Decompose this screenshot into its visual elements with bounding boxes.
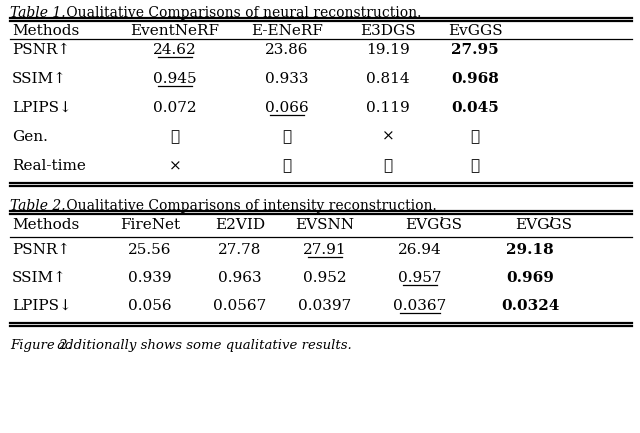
Text: 0.0324: 0.0324 [501, 299, 559, 313]
Text: j: j [549, 214, 553, 227]
Text: Qualitative Comparisons of neural reconstruction.: Qualitative Comparisons of neural recons… [62, 6, 421, 20]
Text: 27.78: 27.78 [218, 243, 262, 257]
Text: Methods: Methods [12, 218, 79, 232]
Text: Qualitative Comparisons of intensity reconstruction.: Qualitative Comparisons of intensity rec… [62, 199, 436, 213]
Text: 0.933: 0.933 [265, 72, 308, 86]
Text: FireNet: FireNet [120, 218, 180, 232]
Text: EvGGS: EvGGS [448, 24, 502, 38]
Text: 0.0567: 0.0567 [213, 299, 267, 313]
Text: ×: × [168, 159, 181, 173]
Text: Methods: Methods [12, 24, 79, 38]
Text: LPIPS↓: LPIPS↓ [12, 101, 72, 115]
Text: 0.119: 0.119 [366, 101, 410, 115]
Text: 27.95: 27.95 [451, 43, 499, 57]
Text: 19.19: 19.19 [366, 43, 410, 57]
Text: 24.62: 24.62 [153, 43, 197, 57]
Text: SSIM↑: SSIM↑ [12, 271, 67, 285]
Text: 0.969: 0.969 [506, 271, 554, 285]
Text: 25.56: 25.56 [128, 243, 172, 257]
Text: Real-time: Real-time [12, 159, 86, 173]
Text: PSNR↑: PSNR↑ [12, 243, 70, 257]
Text: additionally shows some qualitative results.: additionally shows some qualitative resu… [53, 339, 352, 352]
Text: EVGGS: EVGGS [515, 218, 572, 232]
Text: ×: × [381, 130, 394, 144]
Text: Figure 2.: Figure 2. [10, 339, 72, 352]
Text: 0.952: 0.952 [303, 271, 347, 285]
Text: E2VID: E2VID [215, 218, 265, 232]
Text: 0.056: 0.056 [128, 299, 172, 313]
Text: 0.939: 0.939 [128, 271, 172, 285]
Text: 23.86: 23.86 [265, 43, 308, 57]
Text: 0.072: 0.072 [153, 101, 197, 115]
Text: EVSNN: EVSNN [296, 218, 355, 232]
Text: PSNR↑: PSNR↑ [12, 43, 70, 57]
Text: EventNeRF: EventNeRF [131, 24, 220, 38]
Text: E3DGS: E3DGS [360, 24, 416, 38]
Text: 0.814: 0.814 [366, 72, 410, 86]
Text: 0.0397: 0.0397 [298, 299, 351, 313]
Text: ✓: ✓ [282, 159, 292, 173]
Text: 0.963: 0.963 [218, 271, 262, 285]
Text: 0.045: 0.045 [451, 101, 499, 115]
Text: 0.066: 0.066 [265, 101, 309, 115]
Text: Table 1.: Table 1. [10, 6, 66, 20]
Text: SSIM↑: SSIM↑ [12, 72, 67, 86]
Text: 29.18: 29.18 [506, 243, 554, 257]
Text: E-ENeRF: E-ENeRF [251, 24, 323, 38]
Text: ✓: ✓ [383, 159, 392, 173]
Text: i: i [439, 214, 443, 227]
Text: ✓: ✓ [470, 130, 479, 144]
Text: EVGGS: EVGGS [405, 218, 462, 232]
Text: 0.945: 0.945 [153, 72, 197, 86]
Text: LPIPS↓: LPIPS↓ [12, 299, 72, 313]
Text: 0.968: 0.968 [451, 72, 499, 86]
Text: 27.91: 27.91 [303, 243, 347, 257]
Text: Gen.: Gen. [12, 130, 48, 144]
Text: 26.94: 26.94 [398, 243, 442, 257]
Text: ✓: ✓ [470, 159, 479, 173]
Text: ✓: ✓ [170, 130, 180, 144]
Text: 0.0367: 0.0367 [394, 299, 447, 313]
Text: 0.957: 0.957 [398, 271, 442, 285]
Text: Table 2.: Table 2. [10, 199, 66, 213]
Text: ✓: ✓ [282, 130, 292, 144]
